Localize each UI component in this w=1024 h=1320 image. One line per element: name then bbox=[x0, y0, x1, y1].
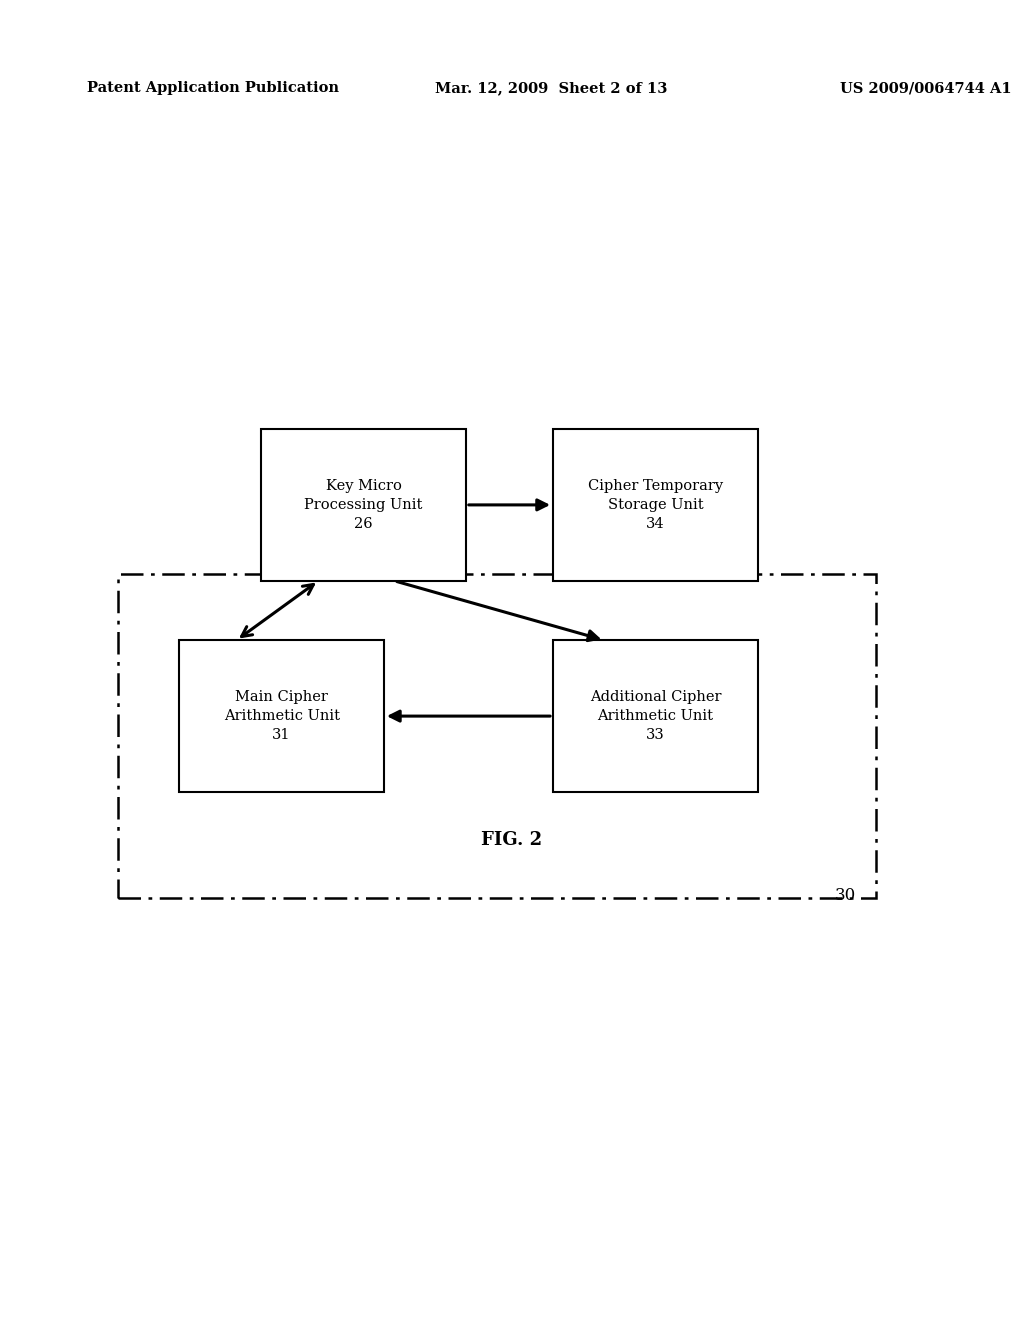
Text: Mar. 12, 2009  Sheet 2 of 13: Mar. 12, 2009 Sheet 2 of 13 bbox=[435, 81, 668, 95]
Bar bbox=[179, 640, 384, 792]
Text: Cipher Temporary
Storage Unit
34: Cipher Temporary Storage Unit 34 bbox=[588, 479, 723, 531]
Text: Main Cipher
Arithmetic Unit
31: Main Cipher Arithmetic Unit 31 bbox=[223, 690, 340, 742]
Bar bbox=[553, 429, 758, 581]
Text: Additional Cipher
Arithmetic Unit
33: Additional Cipher Arithmetic Unit 33 bbox=[590, 690, 721, 742]
Bar bbox=[553, 640, 758, 792]
Text: Patent Application Publication: Patent Application Publication bbox=[87, 81, 339, 95]
Text: 30: 30 bbox=[835, 887, 856, 904]
Text: Key Micro
Processing Unit
26: Key Micro Processing Unit 26 bbox=[304, 479, 423, 531]
Bar bbox=[118, 574, 876, 898]
Text: FIG. 2: FIG. 2 bbox=[481, 832, 543, 849]
Text: US 2009/0064744 A1: US 2009/0064744 A1 bbox=[840, 81, 1012, 95]
Bar bbox=[261, 429, 466, 581]
